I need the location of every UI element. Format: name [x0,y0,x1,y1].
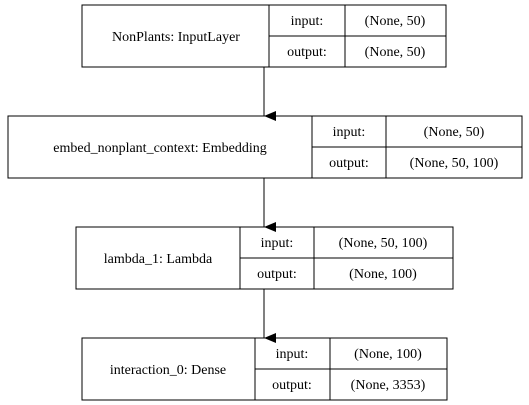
input-label: input: [291,14,324,29]
layer-node-lambda: lambda_1: Lambda input: output: (None, 5… [75,226,454,290]
layer-name: interaction_0: Dense [110,363,226,378]
output-shape: (None, 50) [365,45,426,60]
input-label: input: [276,347,309,362]
layer-node-nonplants: NonPlants: InputLayer input: output: (No… [81,4,447,68]
output-shape: (None, 50, 100) [410,156,499,171]
layer-name: NonPlants: InputLayer [112,30,240,45]
output-label: output: [257,267,297,282]
output-label: output: [329,156,369,171]
input-shape: (None, 50) [424,125,485,140]
output-shape: (None, 100) [349,267,417,282]
layer-name: lambda_1: Lambda [104,252,213,267]
input-label: input: [333,125,366,140]
output-label: output: [272,378,312,393]
input-label: input: [261,236,294,251]
layer-node-interaction-dense: interaction_0: Dense input: output: (Non… [81,337,448,401]
output-shape: (None, 3353) [351,378,426,393]
input-shape: (None, 100) [354,347,422,362]
layer-name: embed_nonplant_context: Embedding [53,141,266,156]
input-shape: (None, 50, 100) [339,236,428,251]
layer-node-embed-nonplant-context: embed_nonplant_context: Embedding input:… [7,115,523,179]
output-label: output: [287,45,327,60]
input-shape: (None, 50) [365,14,426,29]
